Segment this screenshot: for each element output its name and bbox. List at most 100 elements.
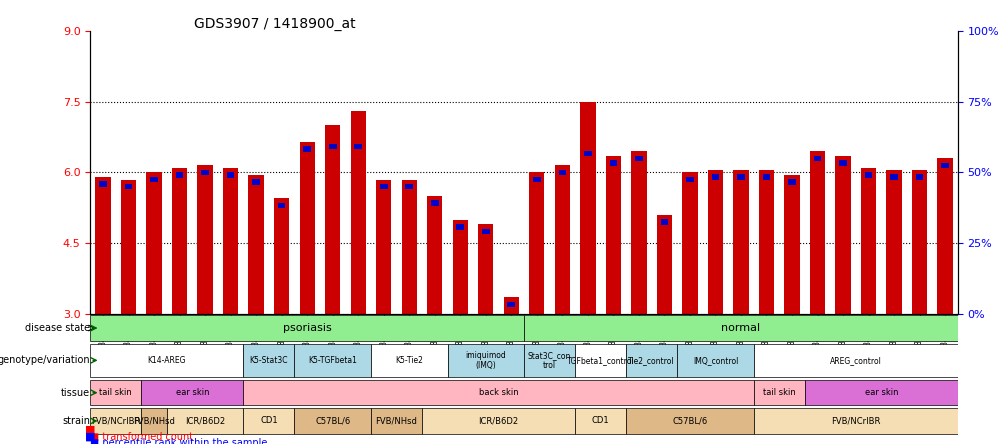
Text: K14-AREG: K14-AREG	[147, 356, 186, 365]
Bar	[915, 174, 923, 180]
Bar	[274, 198, 289, 314]
Bar	[351, 111, 366, 314]
FancyBboxPatch shape	[243, 344, 295, 377]
Bar	[813, 155, 821, 161]
Bar	[303, 146, 311, 152]
Text: normal: normal	[720, 323, 760, 333]
Bar	[171, 168, 187, 314]
Bar	[886, 170, 901, 314]
Bar	[175, 172, 183, 178]
FancyBboxPatch shape	[295, 408, 371, 434]
Bar	[278, 202, 286, 208]
Text: back skin: back skin	[478, 388, 518, 397]
Bar	[554, 166, 569, 314]
Bar	[226, 172, 234, 178]
Bar	[937, 159, 952, 314]
Text: FVB/NCrIBR: FVB/NCrIBR	[831, 416, 880, 425]
Text: K5-TGFbeta1: K5-TGFbeta1	[308, 356, 357, 365]
Bar	[146, 172, 161, 314]
FancyBboxPatch shape	[90, 344, 243, 377]
Bar	[860, 168, 876, 314]
Text: disease state: disease state	[25, 323, 90, 333]
FancyBboxPatch shape	[625, 408, 753, 434]
Bar	[762, 174, 770, 180]
Bar	[634, 155, 642, 161]
FancyBboxPatch shape	[90, 380, 141, 405]
Bar	[478, 224, 493, 314]
FancyBboxPatch shape	[447, 344, 524, 377]
FancyBboxPatch shape	[295, 344, 371, 377]
Bar	[197, 166, 212, 314]
FancyBboxPatch shape	[243, 408, 295, 434]
Bar	[482, 229, 489, 234]
Bar	[452, 220, 468, 314]
FancyBboxPatch shape	[625, 344, 676, 377]
Text: FVB/NCrIBR: FVB/NCrIBR	[91, 416, 140, 425]
Text: genotype/variation: genotype/variation	[0, 355, 90, 365]
Bar	[911, 170, 926, 314]
Text: AREG_control: AREG_control	[829, 356, 881, 365]
Text: Tie2_control: Tie2_control	[627, 356, 674, 365]
FancyBboxPatch shape	[753, 380, 804, 405]
Bar	[809, 151, 825, 314]
Text: IMQ_control: IMQ_control	[692, 356, 737, 365]
Bar	[835, 156, 850, 314]
Bar	[507, 301, 515, 307]
Bar	[890, 174, 897, 180]
Bar	[736, 174, 744, 180]
Bar	[784, 175, 799, 314]
Text: psoriasis: psoriasis	[283, 323, 332, 333]
Bar	[609, 160, 616, 166]
Text: ear skin: ear skin	[175, 388, 208, 397]
Text: TGFbeta1_control: TGFbeta1_control	[566, 356, 634, 365]
FancyBboxPatch shape	[524, 315, 957, 341]
Bar	[380, 184, 387, 190]
Bar	[201, 170, 208, 175]
Bar	[710, 174, 718, 180]
Bar	[707, 170, 722, 314]
Bar	[95, 177, 110, 314]
Bar	[427, 196, 442, 314]
Bar	[864, 172, 872, 178]
Bar	[401, 179, 417, 314]
Text: strain: strain	[62, 416, 90, 426]
Bar	[788, 179, 795, 185]
Bar	[685, 177, 693, 182]
Text: tissue: tissue	[61, 388, 90, 398]
Bar	[583, 151, 591, 156]
Bar	[325, 125, 340, 314]
Bar	[732, 170, 747, 314]
Bar	[376, 179, 391, 314]
Text: imiquimod
(IMQ): imiquimod (IMQ)	[465, 351, 506, 370]
FancyBboxPatch shape	[90, 408, 141, 434]
Bar	[681, 172, 697, 314]
FancyBboxPatch shape	[371, 408, 422, 434]
Bar	[150, 177, 157, 182]
Bar	[503, 297, 518, 314]
Text: ■ percentile rank within the sample: ■ percentile rank within the sample	[90, 438, 268, 444]
Bar	[630, 151, 646, 314]
Text: GDS3907 / 1418900_at: GDS3907 / 1418900_at	[194, 17, 356, 31]
Text: ■: ■	[85, 424, 95, 434]
Bar	[300, 142, 315, 314]
Text: ■: ■	[85, 432, 95, 442]
Bar	[529, 172, 544, 314]
FancyBboxPatch shape	[90, 315, 524, 341]
Bar	[248, 175, 264, 314]
FancyBboxPatch shape	[574, 344, 625, 377]
Bar	[405, 184, 413, 190]
Bar	[940, 163, 948, 168]
FancyBboxPatch shape	[753, 408, 957, 434]
Text: ICR/B6D2: ICR/B6D2	[184, 416, 224, 425]
Text: ■ transformed count: ■ transformed count	[90, 432, 193, 442]
Bar	[121, 179, 136, 314]
FancyBboxPatch shape	[804, 380, 957, 405]
Bar	[253, 179, 260, 185]
FancyBboxPatch shape	[574, 408, 625, 434]
FancyBboxPatch shape	[753, 344, 957, 377]
Text: tail skin: tail skin	[99, 388, 132, 397]
Text: tail skin: tail skin	[763, 388, 795, 397]
Bar	[558, 170, 565, 175]
Text: Stat3C_con
trol: Stat3C_con trol	[527, 351, 571, 370]
FancyBboxPatch shape	[243, 380, 753, 405]
